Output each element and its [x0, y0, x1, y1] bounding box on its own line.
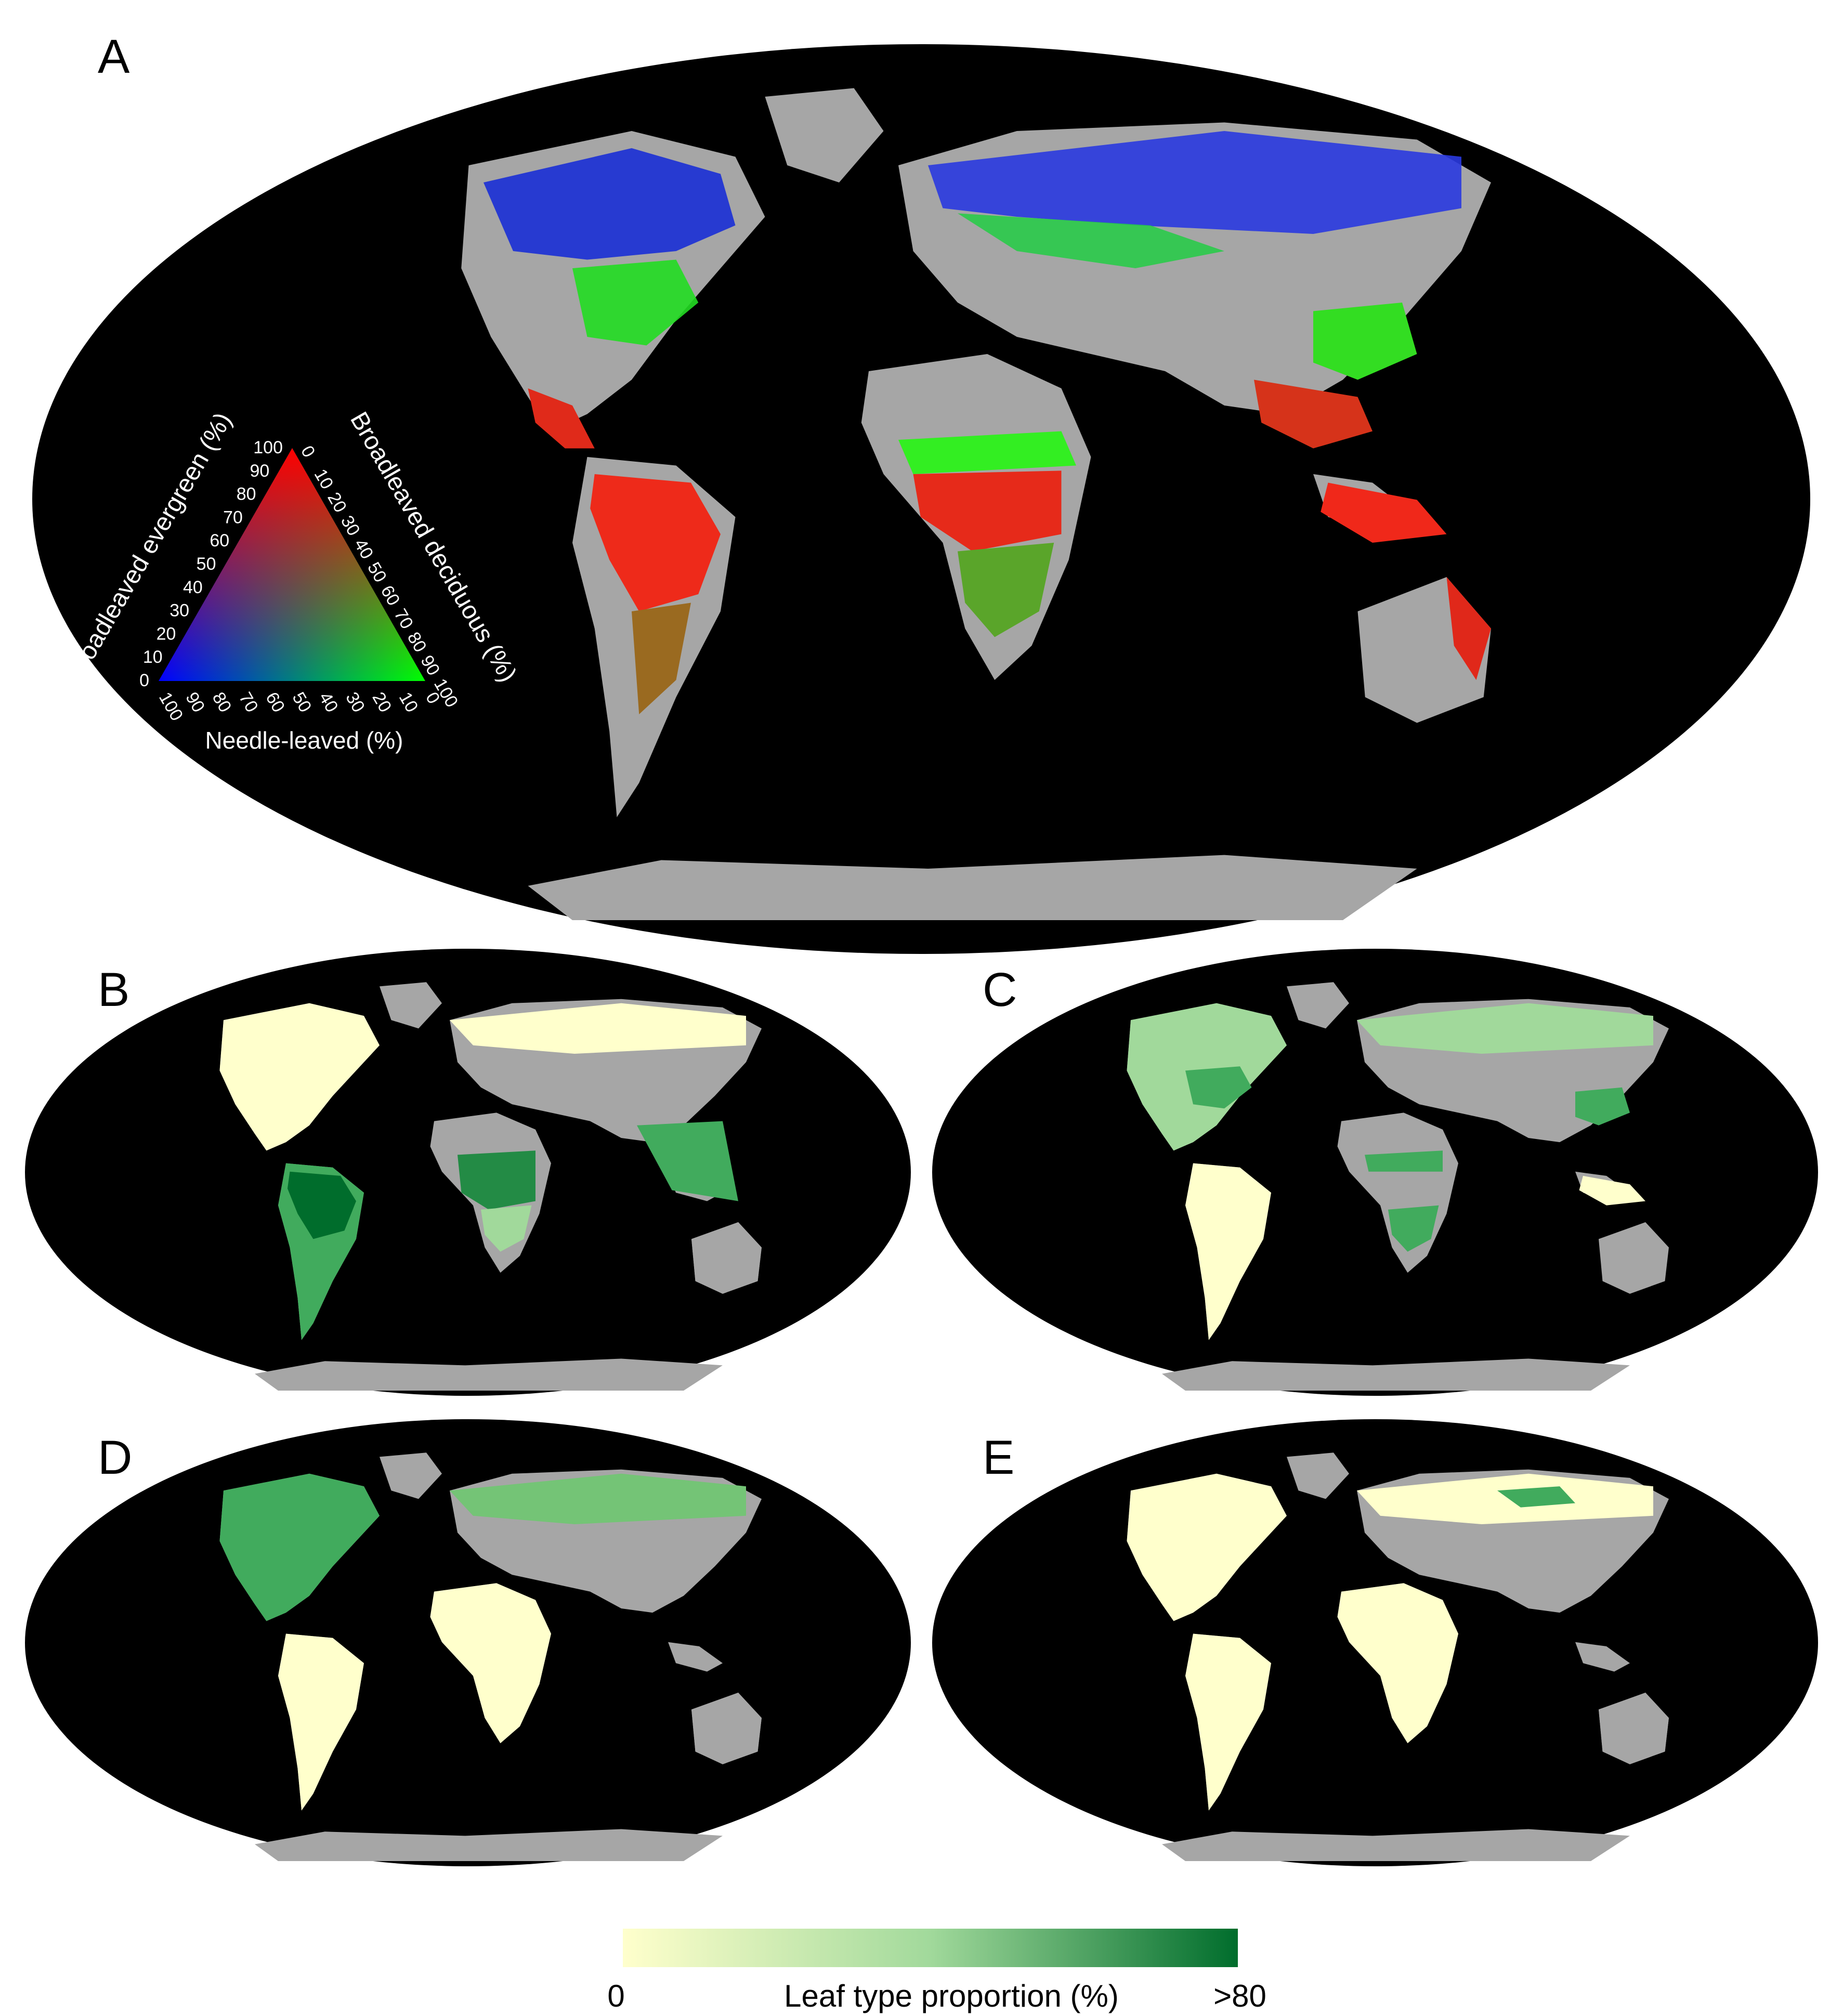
ternary-tick-label: 10 — [143, 647, 163, 667]
ternary-tick-label: 50 — [197, 554, 216, 574]
ternary-tick-label: 60 — [210, 531, 229, 551]
ternary-bottom-axis-title: Needle-leaved (%) — [205, 727, 403, 754]
ternary-tick-label: 30 — [169, 601, 189, 621]
map-panel-e — [932, 1419, 1818, 1866]
ternary-left-ticks: 0 10 20 30 40 50 60 70 80 90 100 — [139, 438, 283, 690]
panel-letter-b: B — [98, 963, 129, 1016]
ternary-tick-label: 70 — [223, 507, 243, 527]
ternary-tick-label: 80 — [237, 485, 256, 504]
legend-title: Leaf type proportion (%) — [784, 1979, 1119, 2013]
panel-letter-d: D — [98, 1431, 132, 1484]
ternary-tick-label: 90 — [250, 461, 269, 481]
map-panel-d — [25, 1419, 911, 1866]
panel-letter-a: A — [98, 30, 130, 83]
ternary-tick-label: 100 — [253, 438, 283, 457]
ternary-tick-label: 40 — [183, 578, 203, 597]
ternary-legend — [159, 448, 425, 681]
ternary-tick-label: 20 — [156, 624, 176, 644]
panel-letter-e: E — [983, 1431, 1014, 1484]
legend-min-label: 0 — [607, 1979, 624, 2013]
panel-letter-c: C — [983, 963, 1017, 1016]
legend-colorbar — [623, 1929, 1238, 1967]
map-panel-c — [932, 949, 1818, 1396]
map-panel-a — [32, 44, 1810, 954]
map-panel-b — [25, 949, 911, 1396]
ternary-tick-label: 0 — [139, 671, 149, 690]
legend-max-label: >80 — [1213, 1979, 1266, 2013]
